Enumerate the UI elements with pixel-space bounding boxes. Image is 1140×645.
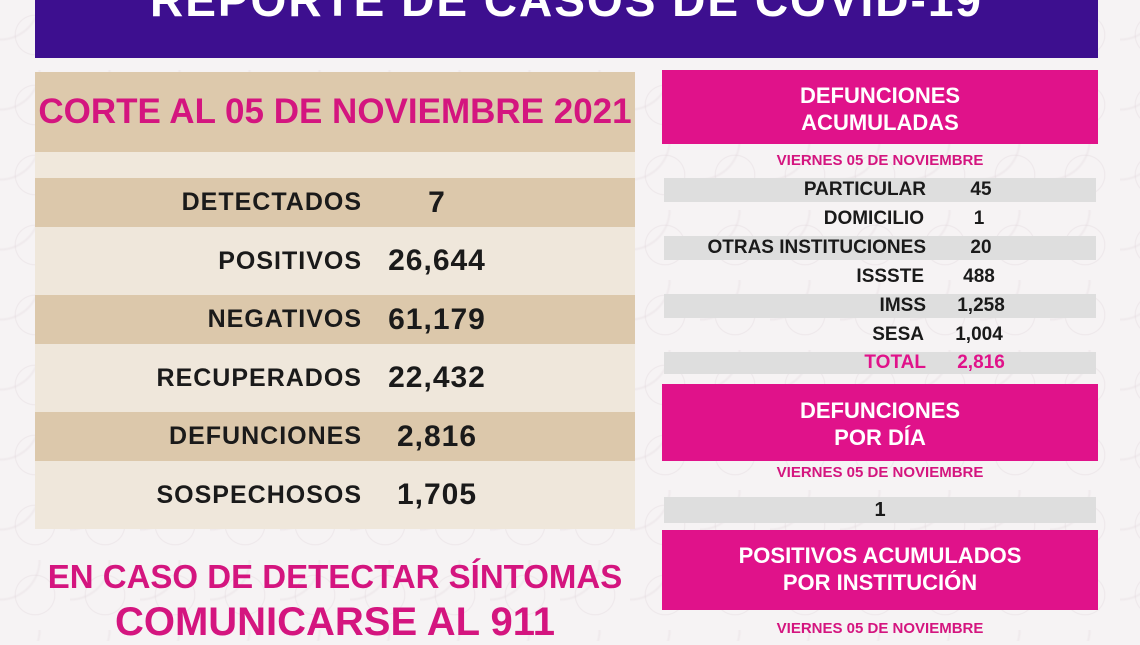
stat-row-detectados: DETECTADOS 7 — [35, 178, 635, 227]
institution-label: DOMICILIO — [823, 208, 924, 229]
table-row: PARTICULAR 45 — [664, 178, 1096, 202]
cutoff-heading: CORTE AL 05 DE NOVIEMBRE 2021 — [35, 72, 635, 152]
stat-row-recuperados: RECUPERADOS 22,432 — [35, 344, 635, 412]
stat-label: DETECTADOS — [181, 188, 362, 216]
stat-row-sospechosos: SOSPECHOSOS 1,705 — [35, 461, 635, 529]
institution-value: 20 — [970, 237, 992, 258]
stat-label: POSITIVOS — [218, 246, 362, 275]
stat-value: 61,179 — [388, 302, 486, 336]
institution-value: 45 — [970, 179, 992, 200]
stat-value: 2,816 — [396, 419, 478, 453]
total-label: TOTAL — [864, 352, 926, 373]
stat-row-positivos: POSITIVOS 26,644 — [35, 227, 635, 295]
accumulated-deaths-heading: DEFUNCIONES ACUMULADAS — [662, 70, 1098, 144]
institution-label: SESA — [872, 324, 924, 345]
heading-line: POSITIVOS ACUMULADOS — [738, 543, 1022, 568]
table-row: ISSSTE 488 — [662, 260, 1098, 294]
total-row: TOTAL 2,816 — [664, 352, 1096, 374]
stat-value: 26,644 — [388, 244, 486, 277]
institution-value: 488 — [963, 266, 995, 287]
stat-row-negativos: NEGATIVOS 61,179 — [35, 295, 635, 344]
table-row: SESA 1,004 — [662, 318, 1098, 352]
stat-row-defunciones: DEFUNCIONES 2,816 — [35, 412, 635, 461]
institution-value: 1 — [973, 208, 985, 229]
table-row: OTRAS INSTITUCIONES 20 — [664, 236, 1096, 260]
stat-label: NEGATIVOS — [207, 305, 362, 333]
total-value: 2,816 — [957, 352, 1005, 373]
positives-by-institution-heading: POSITIVOS ACUMULADOS POR INSTITUCIÓN — [662, 530, 1098, 610]
report-title: REPORTE DE CASOS DE COVID-19 — [149, 0, 984, 26]
institution-label: PARTICULAR — [803, 179, 926, 200]
institution-label: ISSSTE — [856, 266, 924, 287]
summary-panel: CORTE AL 05 DE NOVIEMBRE 2021 DETECTADOS… — [35, 72, 635, 529]
institution-value: 1,004 — [955, 324, 1003, 345]
daily-deaths-value: 1 — [664, 497, 1096, 523]
stat-value: 22,432 — [388, 361, 486, 394]
cta-line-1: EN CASO DE DETECTAR SÍNTOMAS — [47, 558, 623, 595]
stat-label: SOSPECHOSOS — [156, 480, 362, 509]
daily-date: VIERNES 05 DE NOVIEMBRE — [776, 464, 984, 481]
positives-date: VIERNES 05 DE NOVIEMBRE — [776, 620, 984, 637]
table-row: DOMICILIO 1 — [662, 202, 1098, 236]
institution-label: IMSS — [879, 295, 926, 316]
cta-line-2: COMUNICARSE AL 911 — [114, 600, 556, 644]
spacer — [35, 152, 635, 178]
heading-line: POR INSTITUCIÓN — [782, 570, 978, 595]
table-row: IMSS 1,258 — [664, 294, 1096, 318]
stat-label: DEFUNCIONES — [169, 422, 362, 450]
institution-deaths-table: PARTICULAR 45 DOMICILIO 1 OTRAS INSTITUC… — [662, 178, 1098, 374]
heading-line: POR DÍA — [834, 425, 926, 450]
stats-table: DETECTADOS 7 POSITIVOS 26,644 NEGATIVOS … — [35, 178, 635, 529]
stat-label: RECUPERADOS — [156, 363, 362, 392]
accumulated-date: VIERNES 05 DE NOVIEMBRE — [776, 152, 984, 169]
stat-value: 7 — [428, 185, 446, 219]
daily-deaths-heading: DEFUNCIONES POR DÍA — [662, 384, 1098, 461]
institution-label: OTRAS INSTITUCIONES — [707, 237, 926, 258]
stat-value: 1,705 — [396, 478, 478, 511]
report-banner: REPORTE DE CASOS DE COVID-19 — [35, 0, 1098, 58]
heading-line: ACUMULADAS — [801, 110, 959, 135]
institution-value: 1,258 — [957, 295, 1005, 316]
heading-line: DEFUNCIONES — [799, 398, 961, 423]
heading-line: DEFUNCIONES — [799, 83, 961, 108]
